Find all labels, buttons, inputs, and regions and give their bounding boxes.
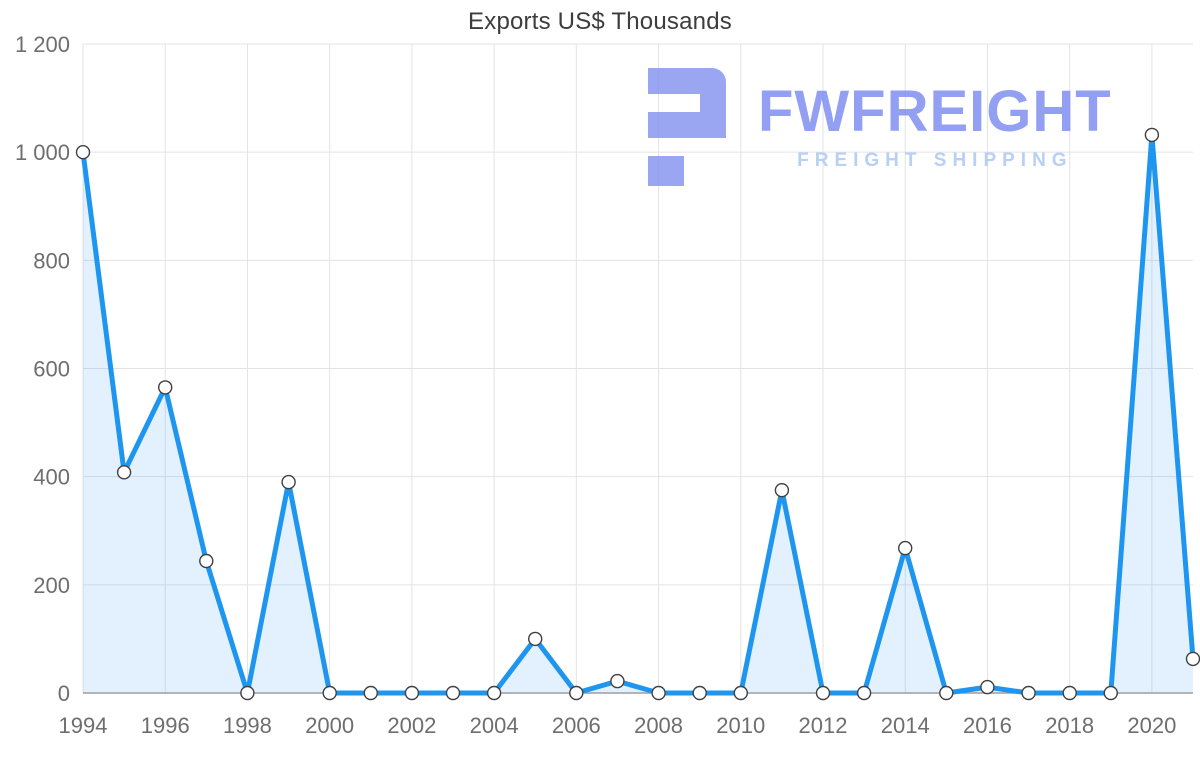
x-tick-label: 1994 — [59, 713, 108, 738]
data-point-2002 — [404, 685, 420, 701]
x-tick-label: 2004 — [470, 713, 519, 738]
data-point-2012 — [815, 685, 831, 701]
x-tick-label: 2016 — [963, 713, 1012, 738]
data-point-2017 — [1021, 685, 1036, 701]
x-tick-label: 1996 — [141, 713, 190, 738]
x-tick-label: 2014 — [881, 713, 930, 738]
data-point-2010 — [733, 685, 748, 701]
data-point-2005 — [528, 631, 543, 647]
y-tick-label: 1 200 — [15, 32, 70, 57]
data-point-2014 — [898, 540, 913, 556]
x-tick-label: 2002 — [387, 713, 436, 738]
line-series — [80, 132, 1196, 696]
x-tick-label: 2006 — [552, 713, 601, 738]
x-tick-label: 1998 — [223, 713, 272, 738]
x-tick-label: 2008 — [634, 713, 683, 738]
data-point-1994 — [75, 144, 91, 160]
data-point-2008 — [651, 685, 666, 701]
x-tick-label: 2000 — [305, 713, 354, 738]
chart-title: Exports US$ Thousands — [468, 8, 732, 35]
data-point-2020 — [1144, 127, 1160, 143]
data-point-2000 — [322, 685, 337, 701]
data-point-2004 — [486, 685, 502, 701]
data-point-2003 — [445, 685, 461, 701]
y-tick-label: 200 — [33, 573, 70, 598]
data-point-2021 — [1185, 651, 1200, 667]
data-point-2007 — [610, 673, 625, 689]
y-tick-label: 400 — [33, 465, 70, 490]
data-point-2011 — [774, 483, 790, 498]
x-tick-label: 2012 — [799, 713, 848, 738]
data-point-2009 — [692, 685, 707, 701]
y-tick-label: 600 — [33, 357, 70, 382]
data-point-2015 — [939, 685, 954, 701]
y-tick-label: 1 000 — [15, 140, 70, 165]
x-tick-label: 2010 — [716, 713, 765, 738]
data-point-1999 — [281, 474, 296, 490]
data-point-2006 — [569, 685, 584, 701]
data-point-2019 — [1103, 685, 1119, 701]
area-fill — [83, 134, 1193, 693]
x-tick-label: 2020 — [1127, 713, 1176, 738]
data-point-2016 — [980, 679, 995, 695]
data-point-1998 — [240, 685, 255, 701]
data-point-2013 — [856, 685, 872, 701]
data-point-1996 — [157, 380, 173, 395]
data-point-1997 — [199, 553, 214, 569]
data-point-2001 — [363, 685, 378, 701]
y-tick-label: 0 — [58, 681, 70, 706]
data-point-1995 — [116, 465, 132, 480]
x-tick-label: 2018 — [1045, 713, 1094, 738]
y-tick-label: 800 — [33, 248, 70, 273]
data-point-2018 — [1062, 685, 1077, 701]
